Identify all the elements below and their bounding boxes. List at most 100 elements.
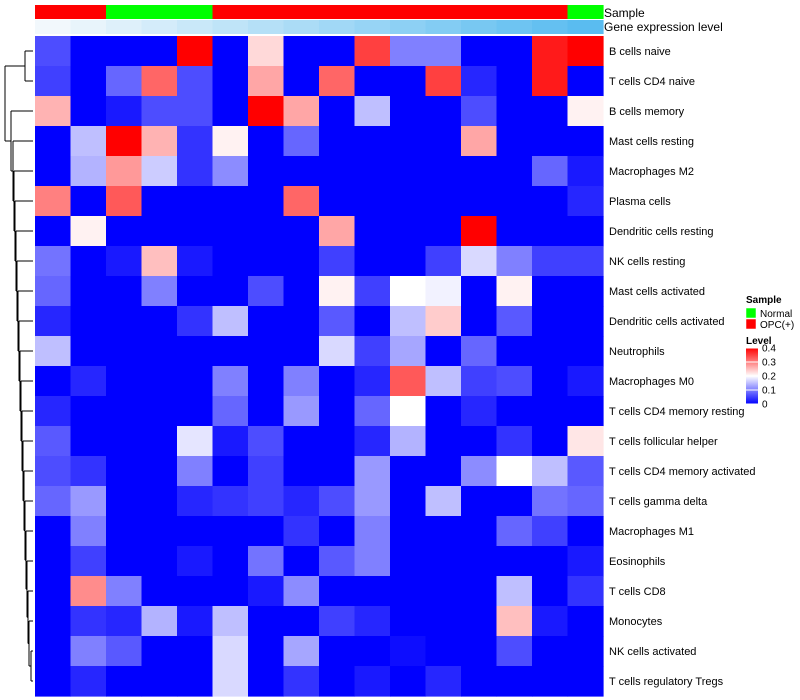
heatmap-cell bbox=[106, 186, 143, 217]
heatmap-cell bbox=[390, 126, 427, 157]
sample-annotation-cell bbox=[319, 5, 356, 19]
heatmap-cell bbox=[106, 426, 143, 457]
heatmap-cell bbox=[283, 516, 320, 547]
heatmap-cell bbox=[248, 336, 285, 367]
heatmap-cell bbox=[283, 66, 320, 97]
sample-legend: Sample Normal OPC(+) bbox=[745, 295, 794, 331]
heatmap-cell bbox=[319, 186, 356, 217]
heatmap-cell bbox=[177, 366, 214, 397]
heatmap-cell bbox=[177, 156, 214, 187]
heatmap-cell bbox=[212, 156, 249, 187]
heatmap-cell bbox=[106, 216, 143, 247]
heatmap-cell bbox=[212, 486, 249, 517]
heatmap-cell bbox=[496, 126, 533, 157]
heatmap-cell bbox=[177, 216, 214, 247]
heatmap-cell bbox=[35, 486, 72, 517]
sample-annotation-cell bbox=[106, 5, 143, 19]
heatmap-cell bbox=[496, 66, 533, 97]
gene-expression-annotation-cell bbox=[70, 20, 107, 34]
heatmap-cell bbox=[141, 396, 178, 427]
heatmap-cell bbox=[70, 666, 107, 697]
heatmap-cell bbox=[390, 216, 427, 247]
level-legend-title: Level bbox=[746, 336, 772, 347]
heatmap-cell bbox=[354, 426, 391, 457]
heatmap-cell bbox=[212, 426, 249, 457]
heatmap-cell bbox=[106, 276, 143, 307]
heatmap-cell bbox=[354, 396, 391, 427]
heatmap-cell bbox=[461, 96, 498, 127]
gene-expression-annotation-cell bbox=[283, 20, 320, 34]
heatmap-cell bbox=[248, 576, 285, 607]
heatmap-cell bbox=[532, 66, 569, 97]
heatmap-cell bbox=[354, 276, 391, 307]
heatmap-cell bbox=[106, 396, 143, 427]
heatmap-cell bbox=[248, 546, 285, 577]
heatmap-cell bbox=[35, 606, 72, 637]
heatmap-cell bbox=[283, 306, 320, 337]
heatmap-cell bbox=[319, 486, 356, 517]
heatmap-cell bbox=[177, 636, 214, 667]
heatmap-cell bbox=[283, 216, 320, 247]
heatmap-cell bbox=[496, 396, 533, 427]
heatmap-cell bbox=[532, 456, 569, 487]
heatmap-cell bbox=[390, 546, 427, 577]
heatmap-cell bbox=[532, 576, 569, 607]
level-legend: Level 0.4 0.3 0.2 0.1 0 bbox=[746, 336, 776, 411]
heatmap-cell bbox=[212, 186, 249, 217]
heatmap-cell bbox=[283, 276, 320, 307]
heatmap-cell bbox=[354, 96, 391, 127]
heatmap-cell bbox=[212, 96, 249, 127]
heatmap-cell bbox=[177, 456, 214, 487]
heatmap-cell bbox=[35, 126, 72, 157]
heatmap-cell bbox=[461, 666, 498, 697]
row-label: NK cells activated bbox=[609, 646, 696, 658]
heatmap-cell bbox=[567, 396, 604, 427]
heatmap-cell bbox=[248, 426, 285, 457]
heatmap-cell bbox=[390, 156, 427, 187]
heatmap-cell bbox=[212, 546, 249, 577]
heatmap-cell bbox=[177, 66, 214, 97]
heatmap-cell bbox=[283, 576, 320, 607]
heatmap-cell bbox=[390, 246, 427, 277]
heatmap-cell bbox=[496, 36, 533, 67]
heatmap-cell bbox=[425, 516, 462, 547]
heatmap-cell bbox=[425, 66, 462, 97]
heatmap-cell bbox=[177, 486, 214, 517]
heatmap-cell bbox=[70, 36, 107, 67]
heatmap-cell bbox=[70, 276, 107, 307]
heatmap-cell bbox=[567, 126, 604, 157]
heatmap-cell bbox=[532, 306, 569, 337]
heatmap-cell bbox=[177, 516, 214, 547]
heatmap-cell bbox=[461, 36, 498, 67]
heatmap-cell bbox=[106, 246, 143, 277]
heatmap-cell bbox=[354, 636, 391, 667]
heatmap-cell bbox=[70, 396, 107, 427]
heatmap-cell bbox=[106, 486, 143, 517]
heatmap-cell bbox=[354, 606, 391, 637]
heatmap-cell bbox=[248, 486, 285, 517]
sample-annotation-cell bbox=[212, 5, 249, 19]
heatmap-cell bbox=[248, 366, 285, 397]
heatmap-cell bbox=[141, 426, 178, 457]
heatmap-cell bbox=[354, 456, 391, 487]
heatmap-cell bbox=[319, 156, 356, 187]
legend-swatch-opc bbox=[745, 318, 757, 330]
heatmap-cell bbox=[425, 126, 462, 157]
heatmap-cell bbox=[425, 636, 462, 667]
heatmap-cell bbox=[141, 486, 178, 517]
heatmap-cell bbox=[461, 276, 498, 307]
heatmap-cell bbox=[106, 66, 143, 97]
row-label: T cells CD8 bbox=[609, 586, 666, 598]
heatmap-cell bbox=[390, 396, 427, 427]
heatmap-cell bbox=[141, 216, 178, 247]
heatmap-cell bbox=[35, 426, 72, 457]
heatmap-cell bbox=[212, 246, 249, 277]
heatmap-cell bbox=[70, 516, 107, 547]
heatmap-cell bbox=[248, 666, 285, 697]
gene-expression-annotation-cell bbox=[354, 20, 391, 34]
heatmap-cell bbox=[248, 396, 285, 427]
heatmap-cell bbox=[283, 126, 320, 157]
heatmap-cell bbox=[283, 396, 320, 427]
heatmap-cell bbox=[390, 666, 427, 697]
